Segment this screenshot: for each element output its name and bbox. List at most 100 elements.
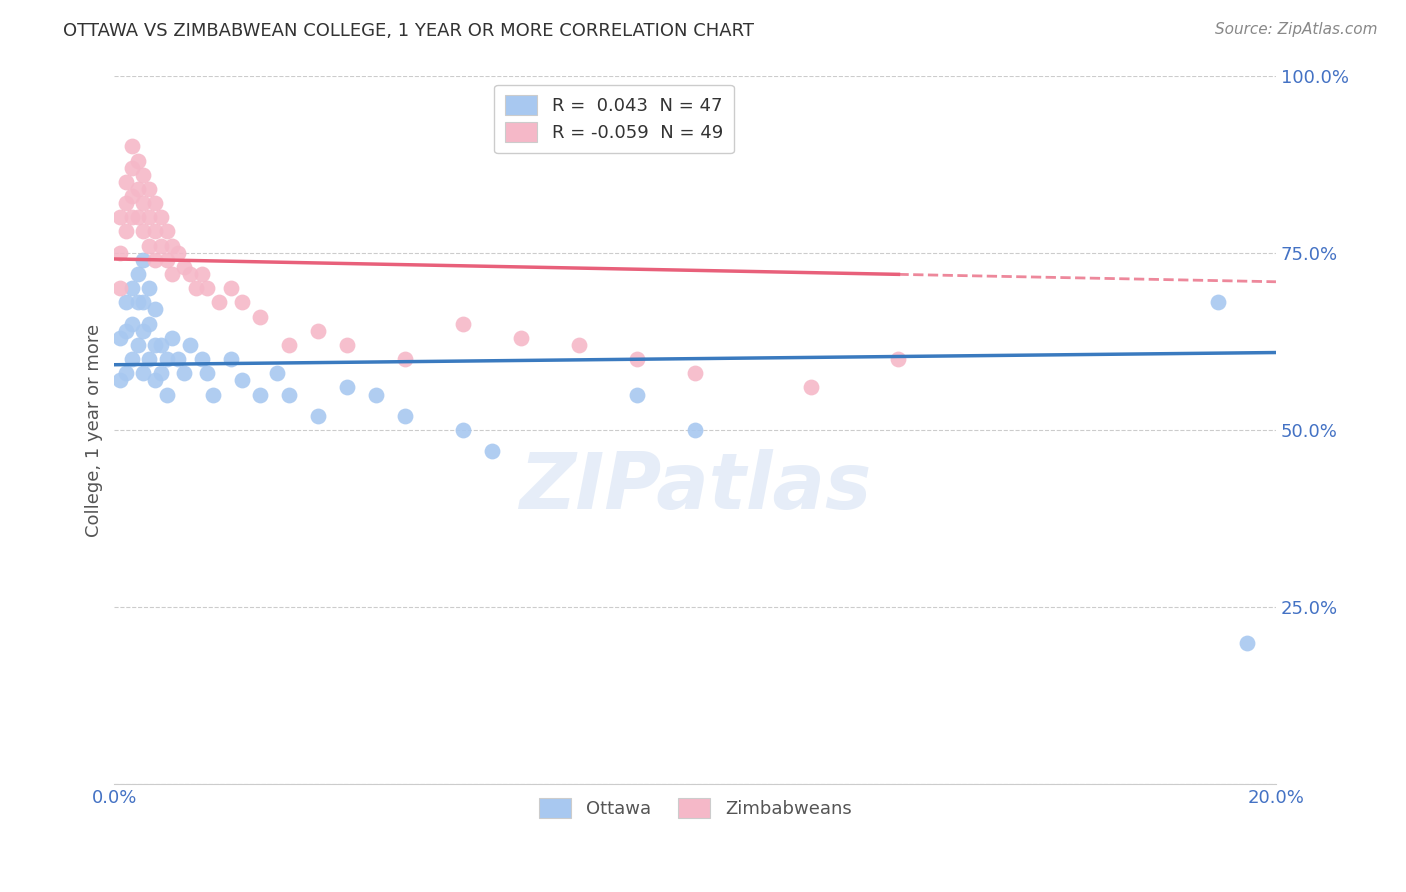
Point xyxy=(156,352,179,367)
Point xyxy=(138,211,160,225)
Point xyxy=(1236,635,1258,649)
Point xyxy=(249,387,271,401)
Point xyxy=(156,225,179,239)
Point xyxy=(249,310,271,324)
Point xyxy=(394,352,416,367)
Point xyxy=(683,423,706,437)
Point xyxy=(132,225,155,239)
Point xyxy=(231,295,253,310)
Point xyxy=(173,366,195,380)
Point xyxy=(451,423,474,437)
Point xyxy=(683,366,706,380)
Text: Source: ZipAtlas.com: Source: ZipAtlas.com xyxy=(1215,22,1378,37)
Point xyxy=(190,267,212,281)
Point xyxy=(149,211,172,225)
Point xyxy=(167,245,190,260)
Point xyxy=(132,252,155,267)
Point xyxy=(167,352,190,367)
Point xyxy=(115,366,138,380)
Point xyxy=(336,380,359,394)
Point xyxy=(115,175,138,189)
Point xyxy=(138,352,160,367)
Point xyxy=(184,281,207,295)
Y-axis label: College, 1 year or more: College, 1 year or more xyxy=(86,324,103,536)
Text: OTTAWA VS ZIMBABWEAN COLLEGE, 1 YEAR OR MORE CORRELATION CHART: OTTAWA VS ZIMBABWEAN COLLEGE, 1 YEAR OR … xyxy=(63,22,754,40)
Point xyxy=(127,153,149,168)
Point xyxy=(394,409,416,423)
Point xyxy=(1206,295,1229,310)
Point xyxy=(143,373,166,387)
Point xyxy=(568,338,591,352)
Point xyxy=(179,267,201,281)
Point xyxy=(208,295,231,310)
Point xyxy=(127,295,149,310)
Point xyxy=(162,331,184,345)
Point xyxy=(110,281,132,295)
Point xyxy=(121,211,143,225)
Point xyxy=(143,252,166,267)
Point xyxy=(115,196,138,211)
Point xyxy=(110,211,132,225)
Point xyxy=(162,267,184,281)
Point xyxy=(307,409,329,423)
Point xyxy=(336,338,359,352)
Point xyxy=(266,366,288,380)
Point xyxy=(231,373,253,387)
Point xyxy=(156,252,179,267)
Point xyxy=(149,366,172,380)
Point xyxy=(110,331,132,345)
Point xyxy=(127,267,149,281)
Point xyxy=(138,238,160,252)
Point xyxy=(132,366,155,380)
Point xyxy=(156,387,179,401)
Point xyxy=(138,281,160,295)
Point xyxy=(143,225,166,239)
Point xyxy=(138,182,160,196)
Point xyxy=(219,281,242,295)
Point xyxy=(887,352,910,367)
Point xyxy=(219,352,242,367)
Point xyxy=(115,295,138,310)
Point xyxy=(277,387,299,401)
Point xyxy=(127,338,149,352)
Point xyxy=(132,196,155,211)
Point xyxy=(307,324,329,338)
Point xyxy=(121,189,143,203)
Point xyxy=(626,387,648,401)
Point xyxy=(143,302,166,317)
Point xyxy=(800,380,823,394)
Point xyxy=(149,238,172,252)
Point xyxy=(132,168,155,182)
Point xyxy=(121,281,143,295)
Point xyxy=(110,373,132,387)
Text: ZIPatlas: ZIPatlas xyxy=(519,449,872,524)
Point xyxy=(202,387,225,401)
Point xyxy=(115,225,138,239)
Point xyxy=(510,331,533,345)
Point xyxy=(115,324,138,338)
Point xyxy=(195,366,218,380)
Point xyxy=(149,338,172,352)
Point xyxy=(121,161,143,175)
Point xyxy=(162,238,184,252)
Point xyxy=(121,317,143,331)
Point xyxy=(143,196,166,211)
Point xyxy=(195,281,218,295)
Point xyxy=(626,352,648,367)
Point xyxy=(127,182,149,196)
Point xyxy=(121,139,143,153)
Point xyxy=(277,338,299,352)
Point xyxy=(143,338,166,352)
Point xyxy=(364,387,387,401)
Point xyxy=(179,338,201,352)
Point xyxy=(121,352,143,367)
Point xyxy=(132,324,155,338)
Point xyxy=(173,260,195,274)
Point xyxy=(451,317,474,331)
Point xyxy=(110,245,132,260)
Point xyxy=(127,211,149,225)
Point xyxy=(481,444,503,458)
Point xyxy=(138,317,160,331)
Point xyxy=(190,352,212,367)
Legend: Ottawa, Zimbabweans: Ottawa, Zimbabweans xyxy=(531,790,859,825)
